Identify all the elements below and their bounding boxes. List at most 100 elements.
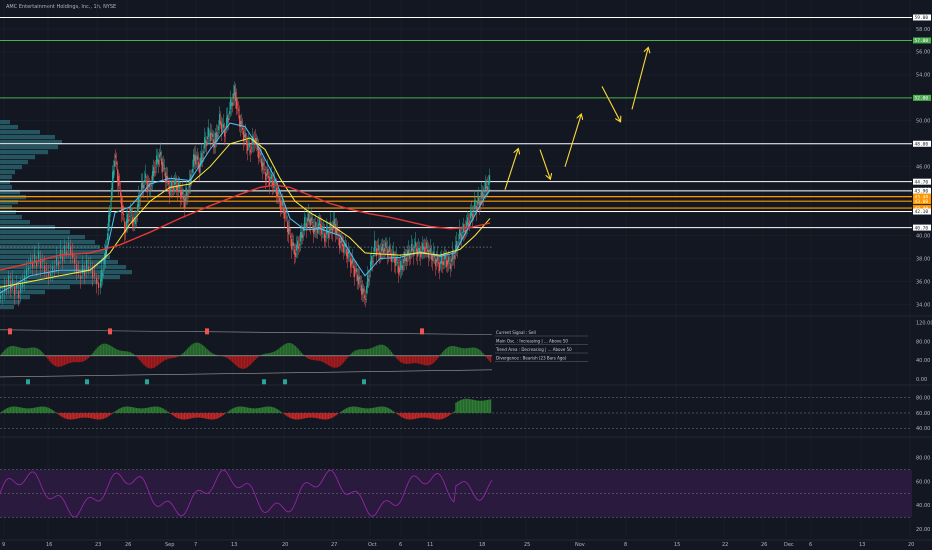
candle-body xyxy=(442,262,444,265)
candle-body xyxy=(374,240,376,252)
candle-body xyxy=(354,267,356,277)
candle-body xyxy=(336,227,338,235)
candle-body xyxy=(418,247,420,251)
candle-body xyxy=(133,219,135,223)
candle-body xyxy=(46,268,48,271)
candle-body xyxy=(164,167,166,170)
candle-body xyxy=(235,92,237,102)
candle-body xyxy=(464,231,466,232)
price-level-badge xyxy=(913,198,931,205)
x-tick-label: Oct xyxy=(368,542,377,548)
price-level-badge xyxy=(913,193,931,200)
candle-body xyxy=(346,249,348,257)
candle-body xyxy=(227,115,229,124)
candle-body xyxy=(28,267,30,271)
candle-body xyxy=(20,283,22,294)
candle-body xyxy=(68,243,70,250)
series-line-ema_slow xyxy=(0,184,491,271)
candle-body xyxy=(117,169,119,182)
candle-body xyxy=(170,188,172,190)
candle-body xyxy=(355,270,357,271)
candle-body xyxy=(56,256,58,266)
candle-body xyxy=(169,186,171,197)
candle-body xyxy=(149,183,151,188)
candle-body xyxy=(143,185,145,189)
candle-body xyxy=(476,205,478,212)
candle-body xyxy=(223,124,225,128)
candle-body xyxy=(473,210,475,212)
osc-tick-label: 120.00 xyxy=(916,321,932,327)
candle-body xyxy=(362,288,364,295)
candle-body xyxy=(393,251,395,257)
volume-profile-bar xyxy=(0,280,98,285)
candle-body xyxy=(386,246,388,249)
candle-body xyxy=(461,234,463,241)
oscillator-legend-row: Trend Area : Decreasing | ... Above 50 xyxy=(495,347,572,352)
candle-body xyxy=(262,162,264,171)
candle-body xyxy=(419,247,421,252)
candle-body xyxy=(18,290,20,299)
candle-body xyxy=(308,213,310,221)
candle-body xyxy=(280,201,282,211)
candle-body xyxy=(359,276,361,280)
price-level-label: 57.00 xyxy=(915,38,929,44)
candle-body xyxy=(26,268,28,276)
candle-body xyxy=(453,257,455,259)
candle-body xyxy=(203,151,205,153)
candle-body xyxy=(42,260,44,263)
candle-body xyxy=(74,258,76,264)
candle-body xyxy=(90,263,92,265)
candle-body xyxy=(260,153,262,156)
candle-body xyxy=(78,270,80,272)
candle-body xyxy=(60,249,62,259)
oscillator-legend-row: Main Osc. : Increasing | ... Above 50 xyxy=(496,339,568,344)
candle-body xyxy=(431,254,433,260)
candle-body xyxy=(437,255,439,261)
osc-tick-label: 0.00 xyxy=(916,377,927,383)
candle-body xyxy=(44,265,46,273)
candle-body xyxy=(264,169,266,170)
candle-body xyxy=(72,252,74,258)
buy-signal-marker xyxy=(26,379,30,385)
candle-body xyxy=(216,132,218,140)
momentum-tick-label: 40.00 xyxy=(916,426,930,432)
candle-body xyxy=(210,132,212,141)
candle-body xyxy=(299,243,301,246)
candle-body xyxy=(14,286,16,296)
candle-body xyxy=(400,260,402,271)
oscillator-legend-row: Divergence : Bearish (23 Bars Ago) xyxy=(496,356,567,361)
candle-body xyxy=(244,134,246,138)
candle-body xyxy=(445,255,447,259)
price-tick-label: 46.00 xyxy=(916,165,930,171)
price-level-label: 59.00 xyxy=(915,15,929,21)
price-level-label: 43.00 xyxy=(915,199,929,205)
candle-body xyxy=(363,288,365,292)
candle-body xyxy=(364,295,366,299)
candle-body xyxy=(420,252,422,257)
candle-body xyxy=(411,243,413,252)
candle-body xyxy=(402,265,404,271)
candle-body xyxy=(475,206,477,208)
x-tick-label: 13 xyxy=(231,542,237,548)
candle-body xyxy=(316,227,318,229)
candle-body xyxy=(291,239,293,250)
price-level-badge xyxy=(913,178,931,185)
candle-body xyxy=(353,265,355,269)
candle-body xyxy=(317,227,319,234)
candle-body xyxy=(351,260,353,265)
candle-body xyxy=(150,188,152,190)
x-tick-label: 25 xyxy=(524,542,530,548)
candle-body xyxy=(246,140,248,146)
candle-body xyxy=(249,144,251,148)
candle-body xyxy=(38,251,40,260)
candle-body xyxy=(450,264,452,269)
candle-body xyxy=(256,138,258,142)
x-tick-label: 23 xyxy=(95,542,101,548)
price-level-label: 48.00 xyxy=(915,141,929,147)
candle-body xyxy=(314,227,316,232)
candle-body xyxy=(292,242,294,246)
candle-body xyxy=(284,210,286,219)
candle-body xyxy=(114,160,116,167)
candle-body xyxy=(213,139,215,147)
